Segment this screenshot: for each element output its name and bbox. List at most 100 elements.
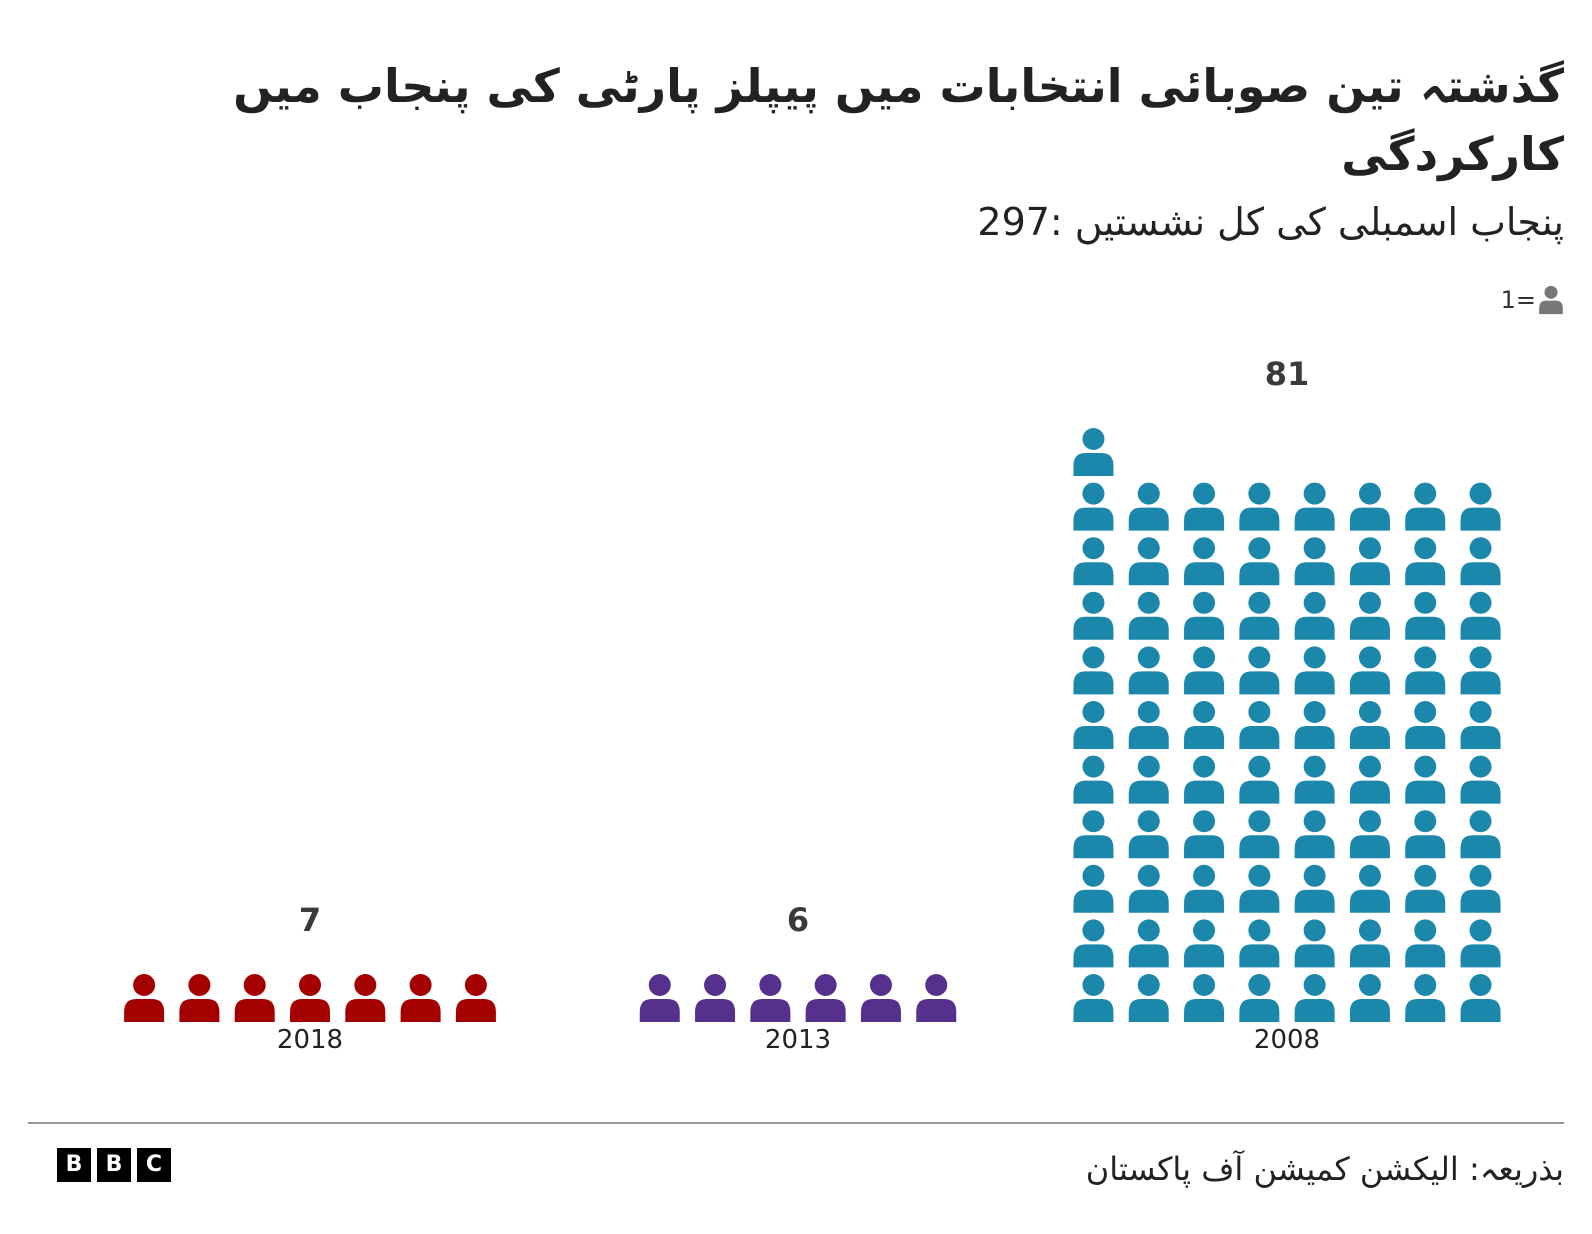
person-icon xyxy=(234,974,275,1022)
person-icon xyxy=(1184,974,1225,1022)
person-icon xyxy=(1239,919,1280,968)
person-icon xyxy=(1073,428,1114,476)
person-icon xyxy=(1349,974,1390,1022)
person-icon xyxy=(1239,810,1280,859)
value-label: 7 xyxy=(299,901,321,939)
bbc-logo-letter: C xyxy=(137,1148,171,1182)
person-icon xyxy=(1239,755,1280,804)
person-icon xyxy=(1405,919,1446,968)
person-icon xyxy=(1294,974,1335,1022)
person-icon xyxy=(1460,537,1501,586)
bbc-logo: B B C xyxy=(57,1148,171,1182)
value-label: 6 xyxy=(787,901,809,939)
person-icon xyxy=(1184,919,1225,968)
person-icon xyxy=(1128,864,1169,913)
pictogram-group-2018: 7 2018 xyxy=(124,901,496,1055)
key-label: 1= xyxy=(1500,286,1536,314)
person-icon xyxy=(1128,646,1169,695)
person-icon xyxy=(1349,810,1390,859)
person-icon xyxy=(750,974,791,1022)
person-icon xyxy=(1294,755,1335,804)
person-icon xyxy=(1460,810,1501,859)
person-icon xyxy=(1349,537,1390,586)
person-icon xyxy=(1349,864,1390,913)
person-icon xyxy=(1073,646,1114,695)
person-icon xyxy=(1073,482,1114,531)
chart-subtitle: پنجاب اسمبلی کی کل نشستیں :297 xyxy=(977,200,1564,244)
person-icon xyxy=(1460,646,1501,695)
person-icon xyxy=(1239,701,1280,749)
person-icon xyxy=(1184,701,1225,749)
person-icon xyxy=(1073,537,1114,586)
person-icon xyxy=(1349,482,1390,531)
person-icon xyxy=(805,974,846,1022)
person-icon xyxy=(1239,974,1280,1022)
person-icon xyxy=(1294,810,1335,859)
person-icon xyxy=(1405,864,1446,913)
person-icon xyxy=(1184,646,1225,695)
person-icon xyxy=(1128,482,1169,531)
person-icon xyxy=(1128,537,1169,586)
person-icon xyxy=(1294,646,1335,695)
person-icon xyxy=(860,974,901,1022)
person-icon xyxy=(1405,974,1446,1022)
person-icon xyxy=(1294,701,1335,749)
person-icon xyxy=(1405,755,1446,804)
person-icon xyxy=(124,974,165,1022)
person-icon xyxy=(1239,864,1280,913)
person-icon xyxy=(1073,591,1114,640)
person-icon xyxy=(1073,864,1114,913)
person-icon xyxy=(1239,537,1280,586)
person-icon xyxy=(1405,646,1446,695)
person-icon xyxy=(179,974,220,1022)
bbc-logo-letter: B xyxy=(97,1148,131,1182)
category-label: 2018 xyxy=(277,1025,343,1055)
person-icon xyxy=(1073,919,1114,968)
person-icon xyxy=(1460,919,1501,968)
person-icon xyxy=(1184,864,1225,913)
person-icon xyxy=(345,974,386,1022)
chart-title: گذشتہ تین صوبائی انتخابات میں پیپلز پارٹ… xyxy=(233,59,1564,181)
person-icon xyxy=(1184,755,1225,804)
person-icon xyxy=(1184,482,1225,531)
person-icon xyxy=(1128,974,1169,1022)
pictogram-group-2008: 81 2008 xyxy=(1073,355,1501,1055)
person-icon xyxy=(1405,482,1446,531)
bbc-logo-letter: B xyxy=(57,1148,91,1182)
person-icon xyxy=(1460,591,1501,640)
person-icon xyxy=(1538,285,1564,315)
person-icon xyxy=(1294,591,1335,640)
person-icon xyxy=(1405,810,1446,859)
value-label: 81 xyxy=(1265,355,1310,393)
person-icon xyxy=(1460,974,1501,1022)
person-icon xyxy=(1239,591,1280,640)
person-icon xyxy=(1073,810,1114,859)
person-icon xyxy=(1460,755,1501,804)
person-icon xyxy=(1460,701,1501,749)
person-icon xyxy=(1349,591,1390,640)
person-icon xyxy=(1073,974,1114,1022)
footer-divider xyxy=(28,1122,1564,1124)
person-icon xyxy=(1239,482,1280,531)
person-icon xyxy=(1128,755,1169,804)
person-icon xyxy=(695,974,736,1022)
person-icon xyxy=(1128,701,1169,749)
source-note: بذریعہ: الیکشن کمیشن آف پاکستان xyxy=(1085,1150,1564,1188)
pictogram-chart: 7 2018 6 2013 81 2008 xyxy=(124,355,1501,1055)
person-icon xyxy=(639,974,680,1022)
person-icon xyxy=(1128,591,1169,640)
pictogram-group-2013: 6 2013 xyxy=(639,901,957,1055)
person-icon xyxy=(1184,810,1225,859)
person-icon xyxy=(1128,810,1169,859)
person-icon xyxy=(1073,755,1114,804)
person-icon xyxy=(1460,482,1501,531)
category-label: 2013 xyxy=(765,1025,831,1055)
person-icon xyxy=(455,974,496,1022)
person-icon xyxy=(400,974,441,1022)
person-icon xyxy=(1184,591,1225,640)
person-icon xyxy=(1239,646,1280,695)
person-icon xyxy=(1349,646,1390,695)
person-icon xyxy=(1294,537,1335,586)
person-icon xyxy=(1294,919,1335,968)
